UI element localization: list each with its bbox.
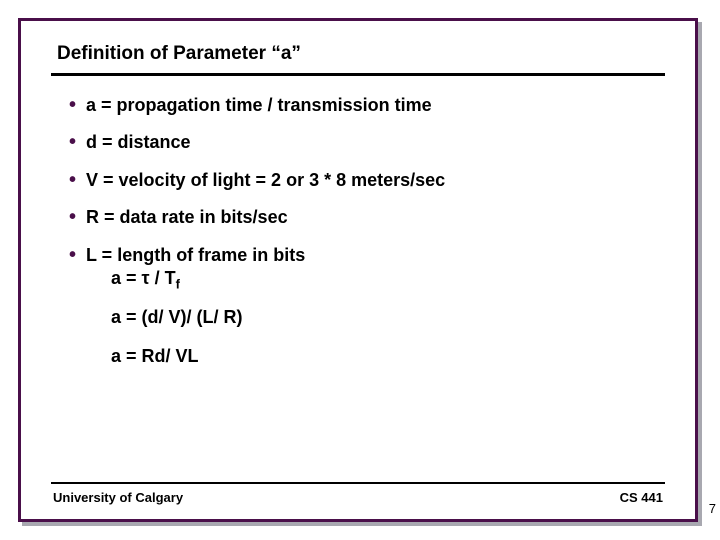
title-divider bbox=[51, 73, 665, 76]
slide: Definition of Parameter “a” • a = propag… bbox=[18, 18, 698, 522]
footer-left: University of Calgary bbox=[53, 490, 183, 505]
bullet-icon: • bbox=[69, 131, 76, 154]
bullet-icon: • bbox=[69, 244, 76, 267]
page-number: 7 bbox=[709, 501, 716, 516]
slide-title: Definition of Parameter “a” bbox=[51, 43, 665, 73]
bullet-item: • L = length of frame in bits a = τ / Tf bbox=[69, 244, 665, 294]
bullet-item: • R = data rate in bits/sec bbox=[69, 206, 665, 229]
bullet-item: • V = velocity of light = 2 or 3 * 8 met… bbox=[69, 169, 665, 192]
slide-content: • a = propagation time / transmission ti… bbox=[51, 94, 665, 482]
slide-footer: University of Calgary CS 441 bbox=[51, 490, 665, 505]
bullet-icon: • bbox=[69, 206, 76, 229]
formula: a = (d/ V)/ (L/ R) bbox=[69, 307, 665, 328]
bullet-icon: • bbox=[69, 94, 76, 117]
bullet-item: • d = distance bbox=[69, 131, 665, 154]
footer-divider bbox=[51, 482, 665, 484]
bullet-text: V = velocity of light = 2 or 3 * 8 meter… bbox=[86, 169, 665, 192]
bullet-text: a = propagation time / transmission time bbox=[86, 94, 665, 117]
bullet-item: • a = propagation time / transmission ti… bbox=[69, 94, 665, 117]
sub-text: a = τ / T bbox=[111, 268, 176, 288]
bullet-icon: • bbox=[69, 169, 76, 192]
formula: a = Rd/ VL bbox=[69, 346, 665, 367]
bullet-text: L = length of frame in bits a = τ / Tf bbox=[86, 244, 665, 294]
bullet-subline: a = τ / Tf bbox=[86, 268, 180, 288]
bullet-text: d = distance bbox=[86, 131, 665, 154]
bullet-text: R = data rate in bits/sec bbox=[86, 206, 665, 229]
bullet-main: L = length of frame in bits bbox=[86, 245, 305, 265]
subscript: f bbox=[176, 277, 180, 292]
slide-container: Definition of Parameter “a” • a = propag… bbox=[18, 18, 698, 522]
footer-right: CS 441 bbox=[620, 490, 663, 505]
